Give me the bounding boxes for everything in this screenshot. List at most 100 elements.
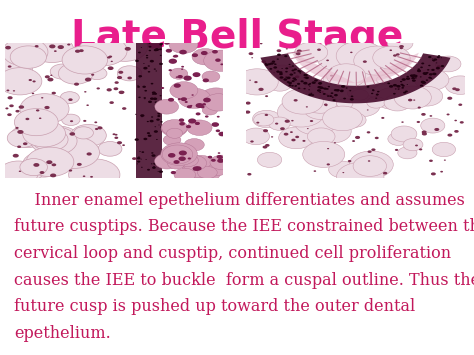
Circle shape xyxy=(271,136,273,138)
Circle shape xyxy=(367,131,370,133)
Circle shape xyxy=(420,76,421,77)
Circle shape xyxy=(154,130,158,133)
Circle shape xyxy=(161,143,197,165)
Circle shape xyxy=(366,86,370,88)
Circle shape xyxy=(47,78,54,81)
Circle shape xyxy=(349,151,393,178)
Circle shape xyxy=(327,95,329,97)
Circle shape xyxy=(181,69,183,70)
Circle shape xyxy=(125,47,131,51)
Circle shape xyxy=(157,171,159,172)
Text: future cusp is pushed up toward the outer dental: future cusp is pushed up toward the oute… xyxy=(14,298,416,315)
Circle shape xyxy=(118,71,123,74)
Circle shape xyxy=(412,74,416,76)
Circle shape xyxy=(143,63,145,64)
Circle shape xyxy=(433,60,435,61)
Circle shape xyxy=(319,83,321,84)
Circle shape xyxy=(15,163,44,180)
Circle shape xyxy=(8,96,13,99)
Circle shape xyxy=(168,158,185,169)
Circle shape xyxy=(398,147,417,159)
Circle shape xyxy=(155,48,159,51)
Circle shape xyxy=(396,85,401,88)
Circle shape xyxy=(308,93,312,96)
Text: Late Bell Stage: Late Bell Stage xyxy=(71,18,403,56)
Circle shape xyxy=(198,166,217,179)
Circle shape xyxy=(83,120,86,122)
Circle shape xyxy=(297,49,302,53)
Circle shape xyxy=(155,102,157,103)
Circle shape xyxy=(422,131,425,133)
Circle shape xyxy=(251,57,253,58)
Circle shape xyxy=(147,169,150,171)
Circle shape xyxy=(308,128,335,145)
Circle shape xyxy=(84,91,86,93)
Circle shape xyxy=(371,148,375,151)
Circle shape xyxy=(332,99,336,101)
Circle shape xyxy=(265,95,268,97)
Circle shape xyxy=(23,142,27,145)
Circle shape xyxy=(347,88,365,99)
Text: cervical loop and cusptip, continued cell proliferation: cervical loop and cusptip, continued cel… xyxy=(14,245,451,262)
Circle shape xyxy=(137,86,140,88)
Circle shape xyxy=(203,78,209,82)
Circle shape xyxy=(253,110,281,128)
Circle shape xyxy=(141,151,144,153)
Circle shape xyxy=(436,56,461,72)
Circle shape xyxy=(305,82,322,93)
Circle shape xyxy=(52,163,56,166)
Circle shape xyxy=(263,129,268,132)
Circle shape xyxy=(50,75,53,76)
Circle shape xyxy=(210,155,234,170)
Circle shape xyxy=(427,69,429,71)
Circle shape xyxy=(295,42,328,62)
Circle shape xyxy=(195,122,200,125)
Circle shape xyxy=(48,137,100,168)
Circle shape xyxy=(70,132,75,136)
Circle shape xyxy=(432,60,434,61)
Circle shape xyxy=(13,154,19,158)
Circle shape xyxy=(159,63,163,65)
Circle shape xyxy=(341,85,345,88)
Circle shape xyxy=(60,92,79,103)
Circle shape xyxy=(383,172,387,175)
Circle shape xyxy=(181,159,183,160)
Circle shape xyxy=(179,50,187,54)
Circle shape xyxy=(173,160,180,164)
Circle shape xyxy=(444,159,446,161)
Circle shape xyxy=(310,120,313,122)
Circle shape xyxy=(314,170,316,172)
Circle shape xyxy=(437,65,441,68)
Circle shape xyxy=(305,77,309,79)
Circle shape xyxy=(50,64,74,79)
Circle shape xyxy=(152,93,155,95)
Circle shape xyxy=(434,128,439,131)
Circle shape xyxy=(340,90,344,92)
Circle shape xyxy=(138,75,142,77)
Circle shape xyxy=(45,75,50,78)
Circle shape xyxy=(5,108,9,109)
Circle shape xyxy=(178,88,211,108)
Circle shape xyxy=(387,36,413,51)
Circle shape xyxy=(354,46,401,75)
Circle shape xyxy=(284,133,289,136)
Circle shape xyxy=(83,175,85,177)
Circle shape xyxy=(307,128,309,129)
Circle shape xyxy=(389,85,393,88)
Circle shape xyxy=(331,92,333,94)
Circle shape xyxy=(107,56,110,59)
Circle shape xyxy=(0,54,27,81)
Circle shape xyxy=(31,126,77,155)
Circle shape xyxy=(396,53,400,56)
Circle shape xyxy=(417,70,421,72)
Circle shape xyxy=(285,77,287,78)
Circle shape xyxy=(149,43,150,44)
Circle shape xyxy=(375,98,377,99)
Circle shape xyxy=(390,49,392,51)
Circle shape xyxy=(150,97,154,100)
Circle shape xyxy=(168,153,175,158)
Circle shape xyxy=(33,81,36,82)
Circle shape xyxy=(296,52,301,55)
Circle shape xyxy=(217,155,223,159)
Circle shape xyxy=(248,52,253,55)
